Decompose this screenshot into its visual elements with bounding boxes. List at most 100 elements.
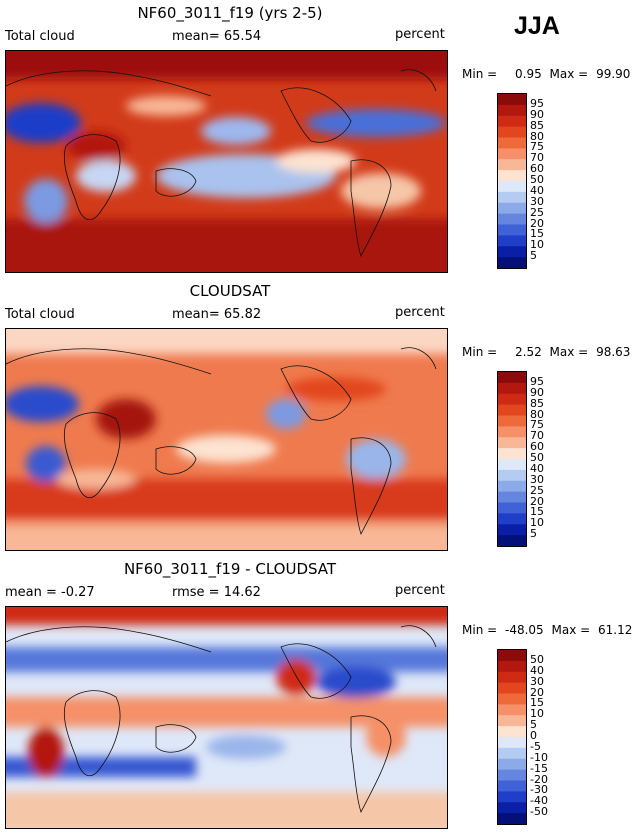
panel-3-map — [5, 606, 448, 829]
colorbar-swatch — [498, 437, 526, 449]
colorbar-swatch — [498, 181, 526, 193]
colorbar-swatch — [498, 415, 526, 427]
colorbar-tick-label: -5 — [530, 739, 541, 753]
colorbar-swatch — [498, 650, 526, 662]
colorbar-tick-label: 50 — [530, 652, 544, 666]
panel-1-mean-label: mean= 65.54 — [172, 29, 262, 44]
colorbar-tick-label: 30 — [530, 194, 544, 208]
panel-1-max-value: 99.90 — [596, 67, 631, 81]
panel-2-min-value: 2.52 — [515, 345, 542, 359]
colorbar-tick-label: 50 — [530, 173, 544, 186]
panel-1-colorbar — [497, 93, 527, 269]
colorbar-tick-label: 75 — [530, 140, 544, 154]
colorbar-swatch — [498, 202, 526, 215]
colorbar-tick-label: 30 — [530, 674, 544, 688]
colorbar-swatch — [498, 802, 526, 814]
colorbar-tick-label: 90 — [530, 385, 544, 399]
colorbar-tick-label: 15 — [530, 227, 544, 241]
colorbar-swatch — [498, 213, 526, 226]
colorbar-swatch — [498, 148, 526, 160]
coastlines — [6, 69, 437, 258]
colorbar-swatch — [498, 535, 526, 546]
colorbar-swatch — [498, 426, 526, 438]
colorbar-tick-label: -15 — [530, 761, 548, 775]
colorbar-tick-label: 90 — [530, 107, 544, 121]
colorbar-swatch — [498, 704, 526, 716]
colorbar-swatch — [498, 459, 526, 471]
colorbar-tick-label: 25 — [530, 483, 544, 497]
panel-2-units-label: percent — [395, 305, 445, 320]
panel-3-max-label: Max = — [551, 623, 591, 637]
colorbar-tick-label: 5 — [530, 527, 537, 541]
colorbar-swatch — [498, 469, 526, 482]
colorbar-swatch — [498, 513, 526, 525]
colorbar-tick-label: 20 — [530, 685, 544, 699]
colorbar-swatch — [498, 737, 526, 749]
panel-3-min-value: -48.05 — [505, 623, 544, 637]
colorbar-swatch — [498, 726, 526, 738]
colorbar-swatch — [498, 257, 526, 268]
panel-2-title: CLOUDSAT — [189, 282, 271, 300]
colorbar-tick-label: 15 — [530, 696, 544, 710]
panel-1-map — [5, 50, 448, 273]
panel-3-mean-label: mean = -0.27 — [5, 585, 95, 600]
colorbar-tick-label: 75 — [530, 418, 544, 432]
colorbar-swatch — [498, 524, 526, 536]
colorbar-tick-label: 5 — [530, 718, 537, 732]
panel-1-min-label: Min = — [462, 67, 498, 81]
colorbar-swatch — [498, 660, 526, 673]
colorbar-tick-label: -50 — [530, 805, 548, 819]
colorbar-swatch — [498, 137, 526, 149]
panel-1-units-label: percent — [395, 27, 445, 42]
colorbar-tick-label: 95 — [530, 96, 544, 110]
panel-2-colorbar-svg — [498, 372, 526, 546]
colorbar-tick-label: 40 — [530, 663, 544, 677]
colorbar-swatch — [498, 393, 526, 406]
colorbar-swatch — [498, 246, 526, 258]
colorbar-tick-label: 40 — [530, 461, 544, 475]
colorbar-swatch — [498, 747, 526, 760]
colorbar-tick-label: 85 — [530, 118, 544, 132]
colorbar-swatch — [498, 682, 526, 695]
colorbar-tick-label: -10 — [530, 750, 548, 764]
panel-3-title: NF60_3011_f19 - CLOUDSAT — [123, 560, 337, 578]
panel-2-min-label: Min = — [462, 345, 498, 359]
colorbar-swatch — [498, 780, 526, 792]
panel-2-max-label: Max = — [549, 345, 589, 359]
coastlines — [6, 625, 437, 814]
panel-2-colorbar — [497, 371, 527, 547]
colorbar-swatch — [498, 224, 526, 236]
colorbar-tick-label: 80 — [530, 129, 544, 143]
colorbar-tick-label: 10 — [530, 238, 544, 252]
colorbar-swatch — [498, 104, 526, 117]
panel-3-minmax: Min = -48.05 Max = 61.12 — [462, 623, 632, 637]
colorbar-tick-label: 20 — [530, 494, 544, 508]
colorbar-swatch — [498, 491, 526, 504]
colorbar-tick-label: 95 — [530, 374, 544, 388]
panel-3-rmse-label: rmse = 14.62 — [172, 585, 261, 600]
colorbar-tick-label: 0 — [530, 729, 537, 742]
colorbar-tick-label: 70 — [530, 429, 544, 443]
colorbar-swatch — [498, 404, 526, 417]
colorbar-swatch — [498, 170, 526, 182]
panel-3-units-label: percent — [395, 583, 445, 598]
panel-2-mean-label: mean= 65.82 — [172, 307, 262, 322]
colorbar-swatch — [498, 502, 526, 514]
panel-1-title: NF60_3011_f19 (yrs 2-5) — [137, 4, 323, 22]
colorbar-swatch — [498, 159, 526, 171]
season-label: JJA — [514, 12, 560, 40]
colorbar-swatch — [498, 235, 526, 247]
colorbar-tick-label: 10 — [530, 707, 544, 721]
colorbar-swatch — [498, 448, 526, 460]
colorbar-tick-label: 5 — [530, 249, 537, 263]
colorbar-swatch — [498, 769, 526, 782]
colorbar-swatch — [498, 791, 526, 803]
panel-2-map — [5, 328, 448, 551]
colorbar-swatch — [498, 758, 526, 771]
panel-1-minmax: Min = 0.95 Max = 99.90 — [462, 67, 630, 81]
colorbar-tick-label: -40 — [530, 794, 548, 808]
colorbar-swatch — [498, 813, 526, 824]
colorbar-tick-label: 15 — [530, 505, 544, 519]
colorbar-swatch — [498, 372, 526, 384]
panel-3-colorbar — [497, 649, 527, 825]
